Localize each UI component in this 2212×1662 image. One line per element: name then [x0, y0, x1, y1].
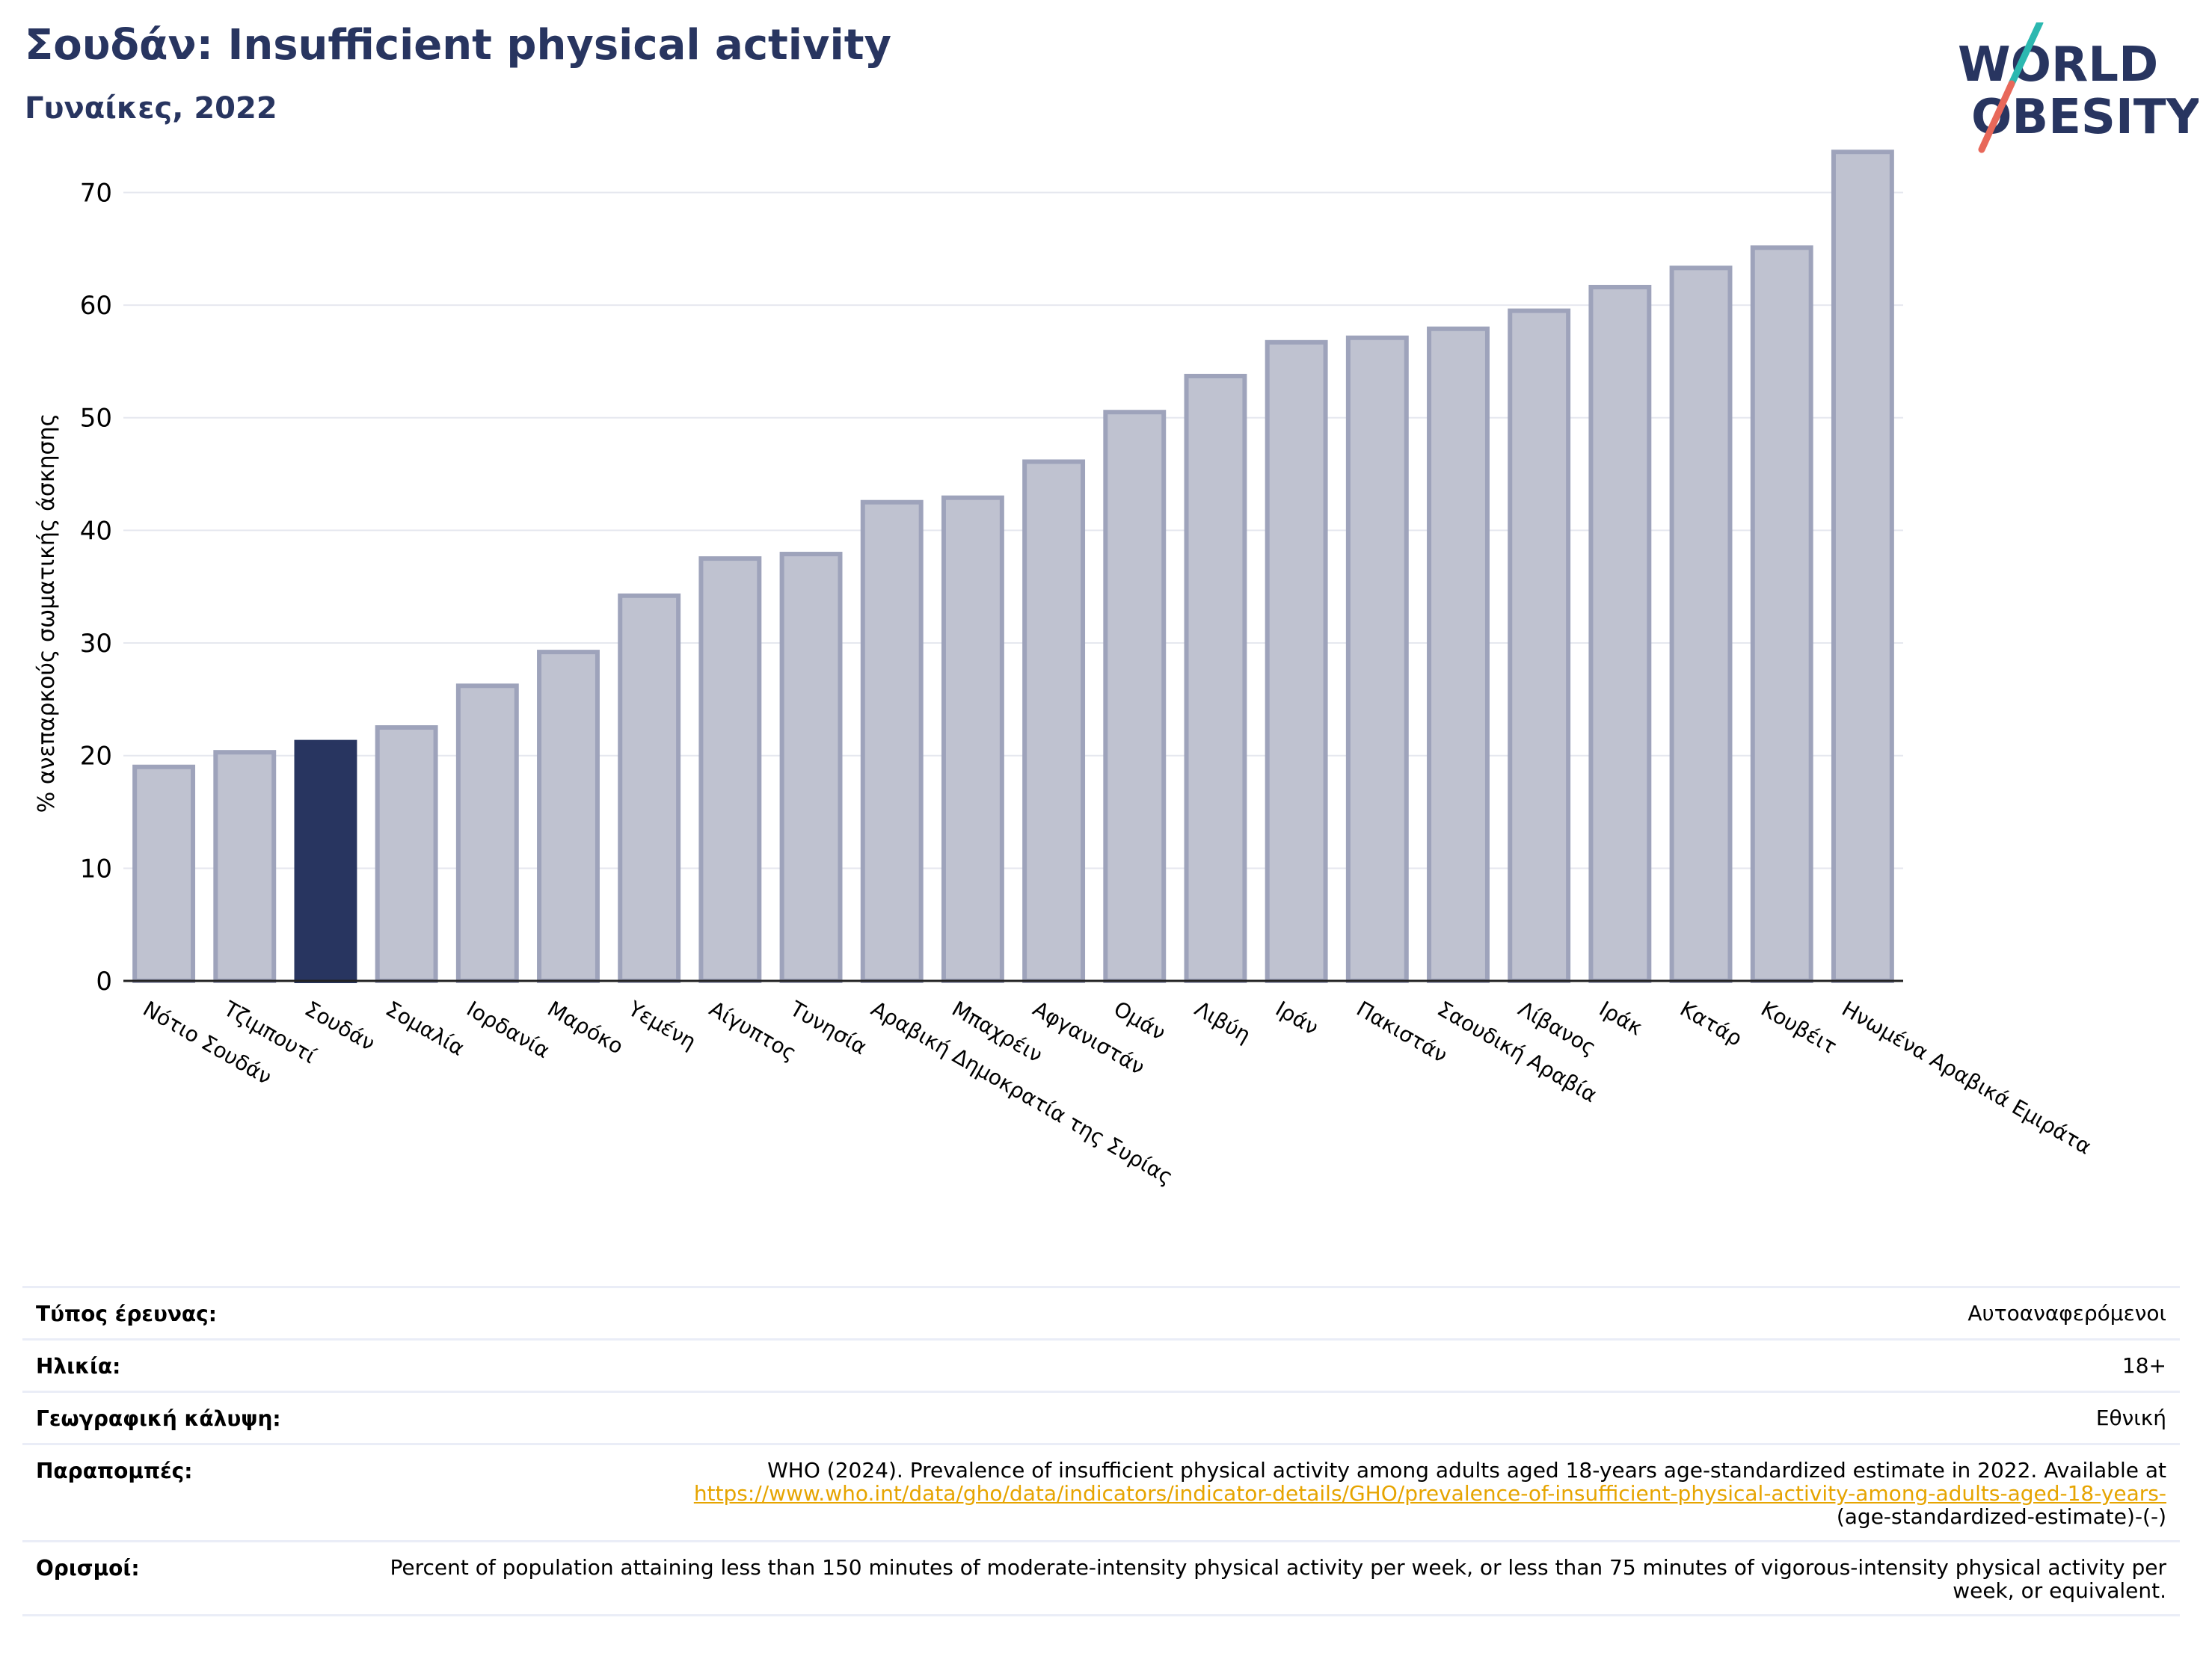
y-axis-label: % ανεπαρκούς σωματικής άσκησης	[34, 413, 60, 813]
y-tick-label: 40	[80, 516, 112, 546]
x-tick-label: Σομαλία	[381, 996, 469, 1060]
y-tick-label: 10	[80, 854, 112, 884]
info-row-references: Παραπομπές: WHO (2024). Prevalence of in…	[22, 1443, 2180, 1540]
logo-slash-top	[2008, 22, 2044, 87]
info-table: Τύπος έρευνας: Αυτοαναφερόμενοι Ηλικία: …	[22, 1286, 2180, 1616]
info-row-coverage: Γεωγραφική κάλυψη: Εθνική	[22, 1391, 2180, 1443]
bar	[1831, 150, 1894, 983]
x-tick-label: Αίγυπτος	[705, 996, 801, 1065]
y-tick-labels: 0 10 20 30 40 50 60 70	[80, 178, 112, 997]
bars	[132, 150, 1894, 984]
bar	[537, 650, 600, 983]
coverage-label: Γεωγραφική κάλυψη:	[36, 1406, 281, 1431]
x-tick-label: Ηνωμένα Αραβικά Εμιράτα	[1837, 996, 2095, 1159]
chart-subtitle: Γυναίκες, 2022	[25, 91, 277, 126]
coverage-value: Εθνική	[2095, 1406, 2166, 1430]
bar	[455, 683, 519, 983]
references-label: Παραπομπές:	[36, 1459, 193, 1483]
bar	[1345, 335, 1409, 984]
bar	[1427, 326, 1490, 983]
x-tick-label: Ιορδανία	[462, 996, 553, 1063]
x-tick-label: Υεμένη	[624, 996, 701, 1054]
bar	[375, 725, 438, 983]
y-tick-label: 70	[80, 178, 112, 208]
bar	[1669, 265, 1733, 983]
y-tick-label: 0	[96, 967, 112, 997]
x-tick-label: Λιβύη	[1191, 996, 1255, 1047]
definitions-label: Ορισμοί:	[36, 1556, 140, 1581]
x-tick-label: Μαρόκο	[544, 996, 628, 1059]
definitions-value: Percent of population attaining less tha…	[390, 1555, 2166, 1603]
bar-chart: 0 10 20 30 40 50 60 70 Νότιο ΣουδάνΤζιμπουτίΣου…	[34, 150, 2096, 1189]
bar	[1750, 245, 1813, 983]
bar	[860, 499, 924, 983]
info-row-definitions: Ορισμοί: Percent of population attaining…	[22, 1540, 2180, 1616]
age-label: Ηλικία:	[36, 1354, 121, 1379]
world-obesity-logo: WORLD OBESITY	[1958, 22, 2199, 153]
bar	[1265, 339, 1328, 983]
logo-line1: WORLD	[1958, 37, 2158, 93]
age-value: 18+	[2122, 1353, 2166, 1378]
survey-type-value: Αυτοαναφερόμενοι	[1967, 1301, 2166, 1326]
y-tick-label: 20	[80, 742, 112, 772]
info-row-age: Ηλικία: 18+	[22, 1338, 2180, 1391]
x-tick-label: Ιράν	[1271, 996, 1323, 1040]
bar	[1103, 410, 1167, 983]
references-link[interactable]: https://www.who.int/data/gho/data/indica…	[693, 1481, 2166, 1506]
bar	[1022, 459, 1086, 983]
references-text: WHO (2024). Prevalence of insufficient p…	[767, 1458, 2166, 1483]
survey-type-label: Τύπος έρευνας:	[36, 1302, 217, 1326]
x-tick-label: Ιράκ	[1595, 996, 1647, 1040]
y-tick-label: 60	[80, 291, 112, 321]
bar	[294, 739, 357, 984]
logo-line2: OBESITY	[1971, 90, 2199, 145]
logo-slash-bottom	[1978, 80, 2015, 153]
bar	[1184, 374, 1247, 983]
bar	[698, 556, 762, 983]
bar	[132, 764, 196, 984]
y-tick-label: 30	[80, 629, 112, 659]
x-tick-label: Ομάν	[1110, 996, 1170, 1045]
y-tick-label: 50	[80, 404, 112, 434]
references-text-end: (age-standardized-estimate)-(-)	[1836, 1504, 2166, 1529]
info-row-survey-type: Τύπος έρευνας: Αυτοαναφερόμενοι	[22, 1286, 2180, 1338]
x-tick-label: Κουβέιτ	[1757, 996, 1841, 1059]
bar	[213, 750, 277, 984]
bar	[1508, 308, 1571, 984]
x-tick-label: Πακιστάν	[1352, 996, 1451, 1068]
x-tick-label: Κατάρ	[1676, 996, 1746, 1051]
x-tick-label: Τυνησία	[785, 996, 871, 1059]
references-value: WHO (2024). Prevalence of insufficient p…	[694, 1459, 2166, 1528]
bar	[941, 495, 1004, 983]
bar	[1588, 284, 1652, 984]
bar	[618, 593, 681, 983]
chart-title: Σουδάν: Insufficient physical activity	[25, 21, 891, 70]
bar	[779, 552, 843, 983]
